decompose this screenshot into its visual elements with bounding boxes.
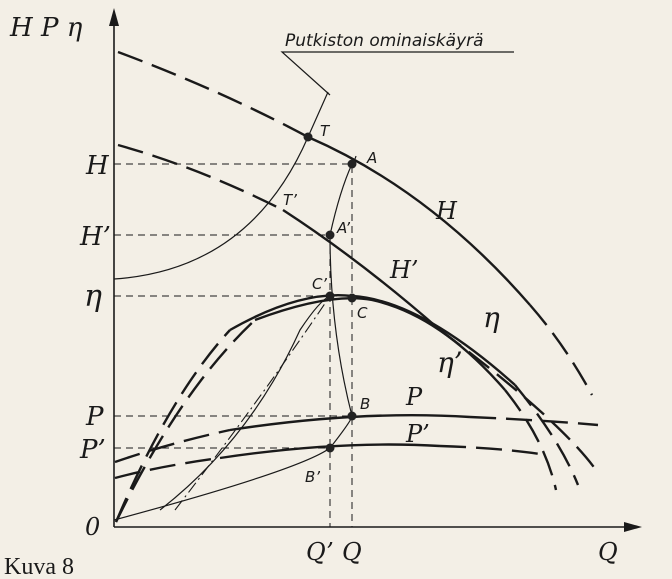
dashdot-curve <box>174 295 331 511</box>
label-b-prime: B’ <box>305 468 320 486</box>
label-c: C <box>357 304 368 322</box>
y-axis-title: H P η <box>9 13 83 43</box>
point-a <box>347 159 357 169</box>
x-axis-arrow <box>624 522 642 532</box>
curve-label-h-prime: H’ <box>389 256 419 284</box>
curve-eta-prime-solid <box>254 297 506 391</box>
point-c-prime <box>325 291 335 301</box>
curve-h-dashed <box>117 50 594 396</box>
x-axis-title: Q <box>598 538 618 566</box>
annotation-text: Putkiston ominaiskäyrä <box>285 31 484 51</box>
curve-h-solid <box>307 135 531 306</box>
curve-p-dashed <box>114 415 599 464</box>
point-b-prime <box>325 443 335 453</box>
label-t: T <box>320 122 331 140</box>
label-a-prime: A’ <box>336 219 350 237</box>
curve-label-eta: η <box>483 301 500 334</box>
curve-h-prime-dashed <box>117 143 597 471</box>
system-curve <box>113 91 329 280</box>
curve-p-prime-dashed <box>114 444 541 480</box>
x-tick-q-prime: Q’ <box>306 538 334 566</box>
curve-label-p-prime: P’ <box>405 420 430 448</box>
guide-h-prime <box>114 234 331 527</box>
y-tick-p: P <box>85 402 104 432</box>
curve-eta-prime-dashed <box>114 319 558 523</box>
system-curve-c <box>159 295 331 511</box>
point-t <box>303 132 313 142</box>
y-tick-eta: η <box>84 279 102 314</box>
y-tick-h: H <box>85 151 110 181</box>
y-axis-arrow <box>109 8 119 26</box>
system-curve-prime <box>113 155 357 521</box>
point-b <box>347 411 357 421</box>
figure-caption: Kuva 8 <box>4 554 74 579</box>
curve-eta-dashed <box>114 329 580 523</box>
point-c <box>347 293 357 303</box>
label-t-prime: T’ <box>283 191 297 209</box>
label-c-prime: C’ <box>312 275 327 293</box>
curve-h-prime-solid <box>282 208 441 331</box>
curve-p-prime-solid <box>219 443 441 460</box>
x-tick-q: Q <box>342 538 362 566</box>
origin-label: 0 <box>85 513 100 541</box>
curve-eta-solid <box>229 294 516 386</box>
y-tick-p-prime: P’ <box>79 435 106 465</box>
label-b: B <box>360 395 370 413</box>
y-tick-h-prime: H’ <box>79 222 111 252</box>
point-a-prime <box>325 230 335 240</box>
annotation-leader <box>280 51 514 96</box>
curve-label-h: H <box>435 197 458 225</box>
label-a: A <box>366 149 377 167</box>
curve-label-eta-prime: η’ <box>437 346 463 379</box>
curve-label-p: P <box>405 383 423 411</box>
guide-h <box>114 163 353 527</box>
